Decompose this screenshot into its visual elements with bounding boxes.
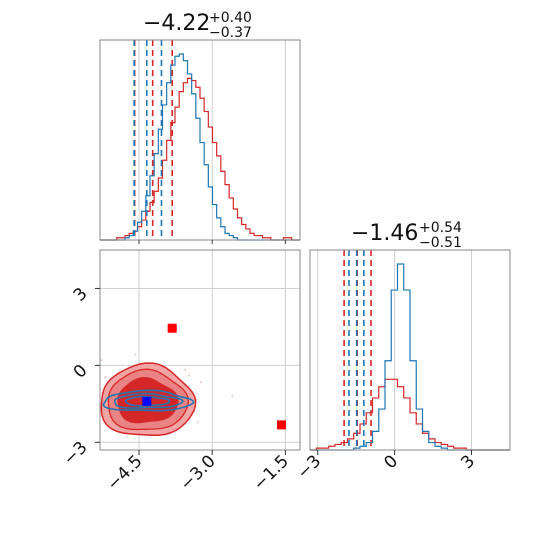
truth-marker-0	[167, 323, 177, 333]
title-param2-minus: −0.51	[419, 235, 462, 251]
param2-x-tick-label-1: 0	[380, 451, 402, 473]
hist-param2-blue	[310, 263, 510, 451]
title-param2-plus: +0.54	[419, 220, 462, 236]
title-param2: −1.46 +0.54 −0.51	[351, 220, 462, 251]
panel-frame-hist2	[309, 249, 511, 451]
param2-y-tick-label-2: 3	[70, 284, 92, 306]
hist-param1-blue	[100, 53, 300, 241]
param1-x-tick-label-0: −4.5	[103, 451, 146, 494]
scatter-point	[134, 353, 137, 356]
title-param1-median: −4.22	[143, 11, 210, 36]
scatter-point	[188, 374, 191, 377]
contour-blue-inner	[124, 395, 171, 407]
title-param1-minus: −0.37	[209, 25, 252, 41]
contour-blue-mid	[113, 392, 184, 409]
param1-x-tick-label-1: −3.0	[176, 451, 219, 494]
truth-marker-1	[276, 420, 286, 430]
contour-blue-outer	[102, 389, 195, 412]
scatter-point	[100, 359, 103, 362]
scatter-point	[104, 376, 107, 379]
param2-y-tick-label-0: −3	[60, 438, 92, 470]
param2-x-tick-label-2: 3	[457, 451, 479, 473]
hist-param2-red	[310, 378, 510, 451]
title-param1-plus: +0.40	[209, 10, 252, 26]
panel-frame-joint	[99, 249, 301, 451]
scatter-point	[231, 394, 234, 397]
title-param2-median: −1.46	[351, 221, 418, 246]
scatter-point	[199, 381, 202, 384]
param2-y-tick-label-1: 0	[70, 361, 92, 383]
title-param1: −4.22 +0.40 −0.37	[143, 10, 252, 41]
hist-param1-red	[100, 77, 300, 241]
param2-x-tick-label-0: −3	[293, 451, 325, 483]
scatter-point	[184, 369, 187, 372]
truth-marker-2	[142, 396, 152, 406]
scatter-point	[196, 421, 199, 424]
panel-frame-hist1	[99, 39, 301, 241]
param1-x-tick-label-2: −1.5	[250, 451, 293, 494]
